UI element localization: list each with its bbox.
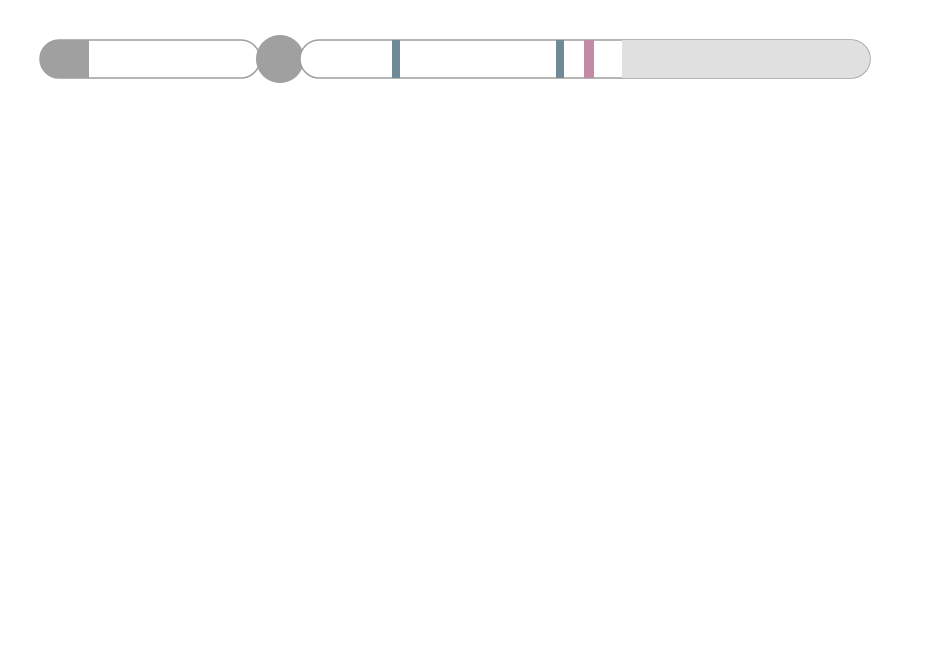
p-terminal [40,40,89,78]
azfb-band [556,40,564,78]
q-heterochromatin [622,40,870,78]
azfc-band [584,40,594,78]
azfa-band [392,40,400,78]
centromere [256,35,304,83]
